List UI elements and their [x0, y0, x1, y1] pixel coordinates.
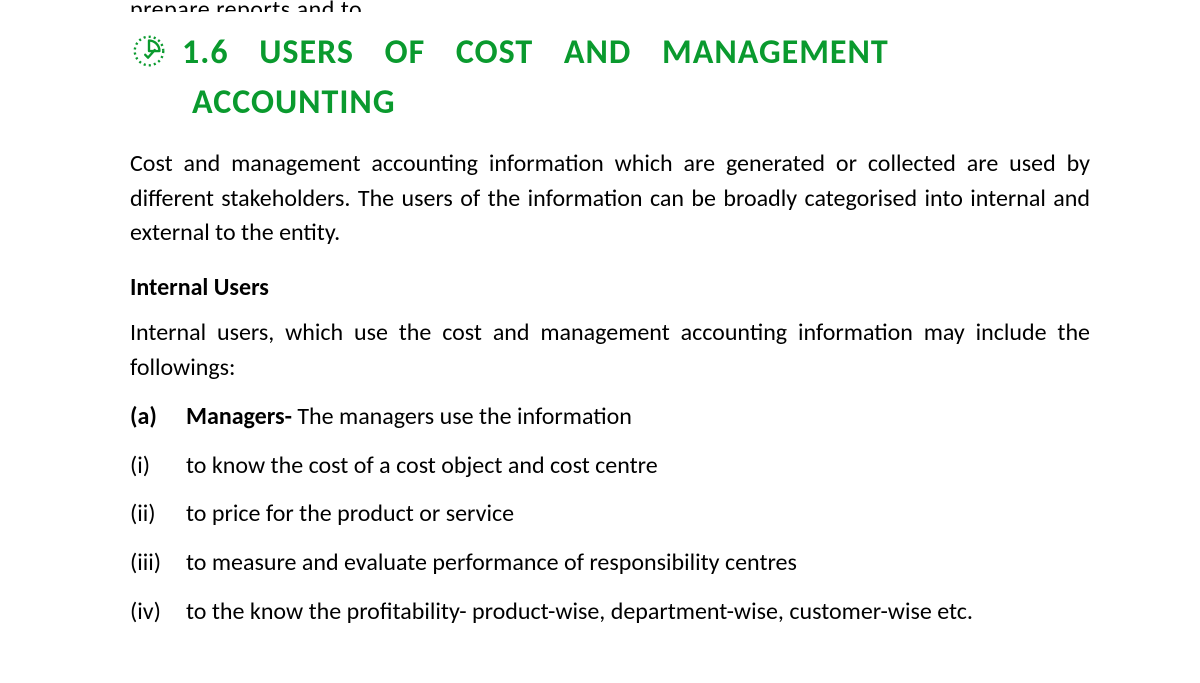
list-item-text: to price for the product or service	[186, 499, 514, 528]
list-item-body: to the know the profitability- product-w…	[186, 595, 1090, 630]
list-item-number: (ii)	[130, 497, 186, 532]
heading-line-1: 1.6 USERS OF COST AND MANAGEMENT	[182, 30, 1090, 76]
list-item-lead: Managers-	[186, 402, 297, 431]
list-item-body: to measure and evaluate performance of r…	[186, 546, 1090, 581]
list-item-text: The managers use the information	[297, 402, 632, 431]
list-item-number: (a)	[130, 400, 186, 435]
section-heading: 1.6 USERS OF COST AND MANAGEMENT	[130, 30, 1090, 76]
subheading-internal-users: Internal Users	[130, 273, 1090, 302]
list-item-number: (iv)	[130, 595, 186, 630]
list-item-number: (iii)	[130, 546, 186, 581]
list-item-text: to measure and evaluate performance of r…	[186, 548, 797, 577]
list-item: (ii) to price for the product or service	[130, 497, 1090, 532]
list-item-body: Managers- The managers use the informati…	[186, 400, 1090, 435]
list-item: (iv) to the know the profitability- prod…	[130, 595, 1090, 630]
clock-checkmark-icon	[130, 32, 168, 75]
cutoff-text: prepare reports and to	[130, 0, 362, 12]
list-item-text: to know the cost of a cost object and co…	[186, 451, 658, 480]
list-item: (i) to know the cost of a cost object an…	[130, 449, 1090, 484]
heading-line-2: ACCOUNTING	[130, 82, 1090, 123]
internal-users-list: (a) Managers- The managers use the infor…	[130, 400, 1090, 630]
list-item-body: to price for the product or service	[186, 497, 1090, 532]
internal-users-intro: Internal users, which use the cost and m…	[130, 316, 1090, 386]
list-item: (a) Managers- The managers use the infor…	[130, 400, 1090, 435]
page-body: prepare reports and to 1.6 USERS OF COST…	[0, 0, 1200, 630]
list-item-number: (i)	[130, 449, 186, 484]
list-item-text: to the know the profitability- product-w…	[186, 597, 973, 626]
list-item: (iii) to measure and evaluate performanc…	[130, 546, 1090, 581]
intro-paragraph: Cost and management accounting informati…	[130, 147, 1090, 251]
list-item-body: to know the cost of a cost object and co…	[186, 449, 1090, 484]
previous-line-cutoff: prepare reports and to	[130, 0, 1090, 12]
